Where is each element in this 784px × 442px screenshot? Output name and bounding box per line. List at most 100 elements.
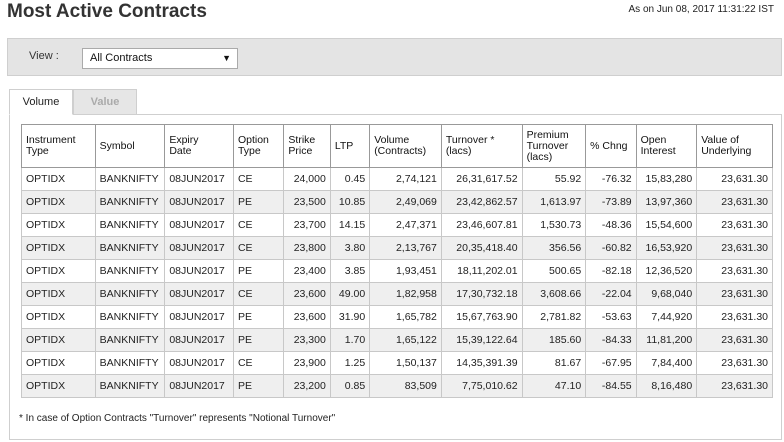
symbol-link[interactable]: BANKNIFTY bbox=[94, 236, 166, 260]
table-cell: 23,631.30 bbox=[696, 259, 773, 283]
table-cell: 1,530.73 bbox=[521, 213, 587, 237]
table-cell: -84.33 bbox=[585, 328, 637, 352]
table-cell: -60.82 bbox=[585, 236, 637, 260]
table-cell: PE bbox=[232, 190, 285, 214]
column-header-text: Expiry bbox=[169, 134, 199, 146]
table-cell: 1.70 bbox=[329, 328, 371, 352]
table-cell: OPTIDX bbox=[21, 167, 96, 191]
table-cell: 13,97,360 bbox=[635, 190, 698, 214]
table-cell: PE bbox=[232, 328, 285, 352]
table-row: OPTIDX BANKNIFTY 08JUN2017 PE 23,200 0.85 83,5… bbox=[21, 374, 773, 398]
column-header: Symbol bbox=[94, 124, 166, 168]
column-header-text: Strike bbox=[288, 134, 316, 146]
column-header: Premium Turnover (lacs) bbox=[521, 124, 587, 168]
symbol-link[interactable]: BANKNIFTY bbox=[94, 213, 166, 237]
table-cell: OPTIDX bbox=[21, 282, 96, 306]
table-cell: 23,800 bbox=[283, 236, 331, 260]
table-cell: 1,613.97 bbox=[521, 190, 587, 214]
table-cell: -73.89 bbox=[585, 190, 637, 214]
table-cell: 3.85 bbox=[329, 259, 371, 283]
table-cell: 14,35,391.39 bbox=[440, 351, 523, 375]
symbol-link[interactable]: BANKNIFTY bbox=[94, 305, 166, 329]
table-cell: -82.18 bbox=[585, 259, 637, 283]
table-cell: 24,000 bbox=[283, 167, 331, 191]
column-header-text: Interest bbox=[640, 145, 676, 157]
symbol-link[interactable]: BANKNIFTY bbox=[94, 190, 166, 214]
table-cell: 08JUN2017 bbox=[164, 351, 234, 375]
table-row: OPTIDX BANKNIFTY 08JUN2017 CE 24,000 0.45 2,74… bbox=[21, 167, 773, 191]
symbol-link[interactable]: BANKNIFTY bbox=[94, 282, 166, 306]
table-cell: 18,11,202.01 bbox=[440, 259, 523, 283]
column-header-text: Premium bbox=[526, 128, 569, 141]
table-cell: 15,83,280 bbox=[635, 167, 698, 191]
table-cell: CE bbox=[232, 213, 285, 237]
table-cell: 08JUN2017 bbox=[164, 305, 234, 329]
column-header-text: Option bbox=[237, 134, 269, 146]
table-cell: CE bbox=[232, 351, 285, 375]
table-cell: 23,600 bbox=[283, 305, 331, 329]
column-header-text: LTP bbox=[334, 139, 354, 152]
view-select[interactable]: All Contracts ▼ bbox=[82, 48, 238, 69]
column-header-text: Value of bbox=[701, 134, 739, 146]
column-header-text: Price bbox=[288, 145, 313, 157]
table-cell: 23,631.30 bbox=[696, 328, 773, 352]
table-cell: 08JUN2017 bbox=[164, 282, 234, 306]
table-row: OPTIDX BANKNIFTY 08JUN2017 CE 23,600 49.00 1,8… bbox=[21, 282, 773, 306]
table-cell: 23,631.30 bbox=[696, 282, 773, 306]
symbol-link[interactable]: BANKNIFTY bbox=[94, 351, 166, 375]
column-header-text: (Contracts) bbox=[374, 145, 427, 157]
table-cell: 7,75,010.62 bbox=[440, 374, 523, 398]
symbol-link[interactable]: BANKNIFTY bbox=[94, 374, 166, 398]
table-cell: OPTIDX bbox=[21, 259, 96, 283]
table-cell: 23,631.30 bbox=[696, 213, 773, 237]
table-cell: 15,54,600 bbox=[635, 213, 698, 237]
table-cell: 49.00 bbox=[329, 282, 371, 306]
table-cell: 08JUN2017 bbox=[164, 236, 234, 260]
column-header: Instrument Type bbox=[21, 124, 96, 168]
column-header-text: Turnover bbox=[526, 139, 569, 152]
table-cell: -84.55 bbox=[585, 374, 637, 398]
table-cell: 15,39,122.64 bbox=[440, 328, 523, 352]
table-cell: -76.32 bbox=[585, 167, 637, 191]
column-header-text: (lacs) bbox=[445, 145, 472, 157]
table-row: OPTIDX BANKNIFTY 08JUN2017 CE 23,700 14.15 2,4… bbox=[21, 213, 773, 237]
symbol-link[interactable]: BANKNIFTY bbox=[94, 328, 166, 352]
table-cell: 83,509 bbox=[369, 374, 442, 398]
tab-value[interactable]: Value bbox=[73, 89, 137, 115]
symbol-link[interactable]: BANKNIFTY bbox=[94, 167, 166, 191]
table-cell: 08JUN2017 bbox=[164, 167, 234, 191]
table-cell: 08JUN2017 bbox=[164, 190, 234, 214]
as-on-timestamp: As on Jun 08, 2017 11:31:22 IST bbox=[628, 4, 774, 15]
table-cell: -53.63 bbox=[585, 305, 637, 329]
table-cell: -22.04 bbox=[585, 282, 637, 306]
symbol-link[interactable]: BANKNIFTY bbox=[94, 259, 166, 283]
table-cell: CE bbox=[232, 236, 285, 260]
table-cell: 23,200 bbox=[283, 374, 331, 398]
table-cell: 23,600 bbox=[283, 282, 331, 306]
table-cell: 2,781.82 bbox=[521, 305, 587, 329]
table-cell: 16,53,920 bbox=[635, 236, 698, 260]
table-cell: 08JUN2017 bbox=[164, 213, 234, 237]
table-row: OPTIDX BANKNIFTY 08JUN2017 PE 23,600 31.90 1,6… bbox=[21, 305, 773, 329]
table-cell: OPTIDX bbox=[21, 328, 96, 352]
column-header: % Chng bbox=[585, 124, 637, 168]
column-header-text: Instrument bbox=[26, 134, 76, 146]
table-cell: 7,84,400 bbox=[635, 351, 698, 375]
table-cell: 1,65,122 bbox=[369, 328, 442, 352]
table-cell: 7,44,920 bbox=[635, 305, 698, 329]
table-cell: OPTIDX bbox=[21, 213, 96, 237]
tab-volume[interactable]: Volume bbox=[9, 89, 73, 115]
table-cell: 2,47,371 bbox=[369, 213, 442, 237]
table-cell: 23,631.30 bbox=[696, 167, 773, 191]
table-cell: 23,42,862.57 bbox=[440, 190, 523, 214]
column-header-text: Type bbox=[237, 145, 261, 157]
column-header-text: (lacs) bbox=[526, 150, 553, 163]
table-cell: 0.45 bbox=[329, 167, 371, 191]
table-cell: 2,49,069 bbox=[369, 190, 442, 214]
table-row: OPTIDX BANKNIFTY 08JUN2017 PE 23,400 3.85 1,93… bbox=[21, 259, 773, 283]
column-header: Option Type bbox=[232, 124, 285, 168]
table-cell: 1,65,782 bbox=[369, 305, 442, 329]
table-cell: 1,82,958 bbox=[369, 282, 442, 306]
table-cell: 23,46,607.81 bbox=[440, 213, 523, 237]
table-cell: PE bbox=[232, 259, 285, 283]
